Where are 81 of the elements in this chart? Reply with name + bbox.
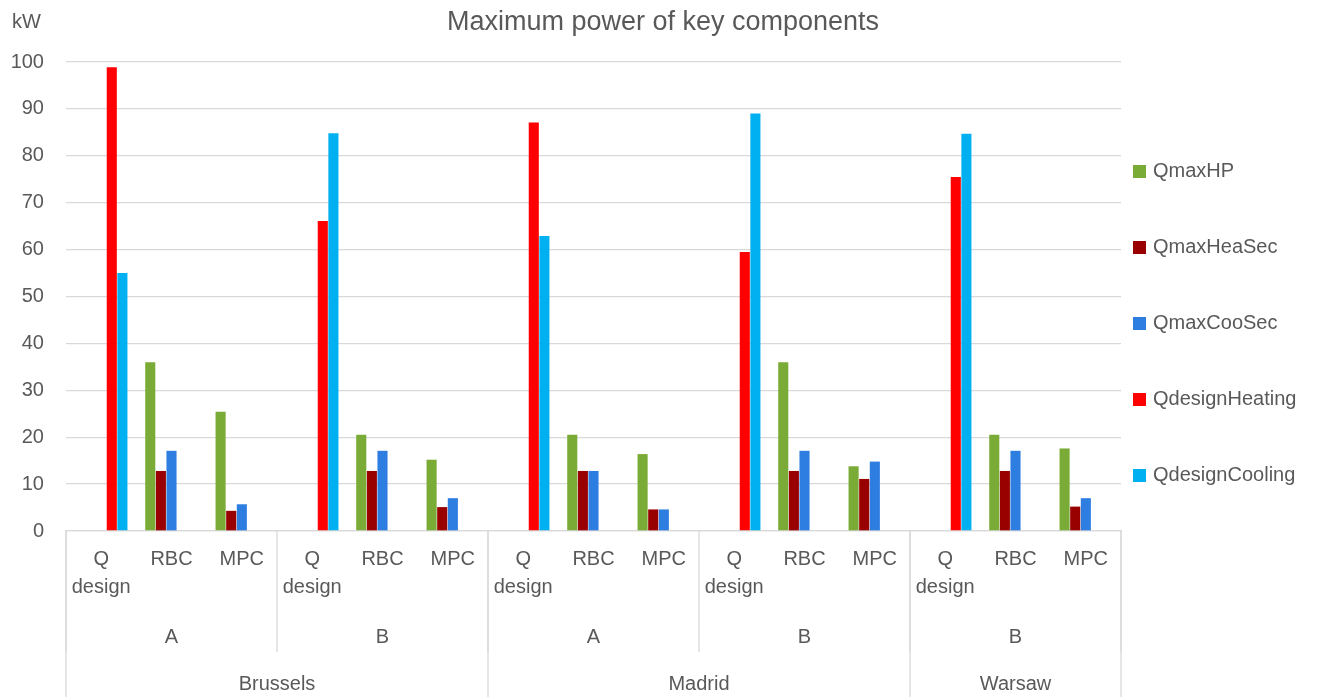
x-tick-label: MPC (852, 546, 898, 569)
bar (117, 273, 128, 531)
bar (328, 133, 339, 531)
bar (1010, 450, 1021, 531)
bar (999, 470, 1010, 531)
x-tick-label: Q design (704, 546, 764, 597)
x-tick-label: MPC (430, 546, 476, 569)
y-tick-label: 30 (21, 377, 44, 400)
x-tick-label: MPC (219, 546, 265, 569)
text: A (164, 624, 179, 647)
bar (528, 122, 539, 531)
bar (145, 362, 156, 531)
y-tick-label: 70 (21, 190, 44, 213)
bar (788, 470, 799, 531)
legend-label: QdesignHeating (1153, 387, 1297, 410)
bar (166, 450, 177, 531)
bar (447, 498, 458, 531)
bar (658, 509, 669, 531)
text: Madrid (668, 671, 730, 694)
x-tick-label: Q design (282, 546, 342, 597)
text: B (1008, 624, 1023, 647)
bar (648, 509, 659, 531)
bar (437, 507, 448, 531)
y-tick-label: 90 (21, 96, 44, 119)
text: A (586, 624, 601, 647)
bar (778, 362, 789, 531)
x-tick-label: Q design (71, 546, 131, 597)
bar (226, 510, 237, 531)
text: B (797, 624, 812, 647)
bar (637, 454, 648, 531)
bar (539, 236, 550, 531)
bar (356, 434, 367, 531)
bar (1070, 506, 1081, 531)
text: Warsaw (979, 671, 1052, 694)
bar (848, 466, 859, 531)
y-tick-label: 80 (21, 143, 44, 166)
y-tick-label: 40 (21, 330, 44, 353)
x-tick-label: MPC (1063, 546, 1109, 569)
bar (869, 461, 880, 531)
bar (317, 220, 328, 531)
y-axis-title: kW (12, 9, 41, 32)
text: Brussels (238, 671, 316, 694)
bar (577, 470, 588, 531)
bar (1080, 498, 1091, 531)
y-tick-label: 20 (21, 424, 44, 447)
legend-label: QdesignCooling (1153, 463, 1296, 486)
text: B (375, 624, 390, 647)
x-tick-label: RBC (150, 546, 193, 569)
legend-label: QmaxHeaSec (1153, 235, 1278, 258)
x-tick-label: Q design (915, 546, 975, 597)
legend-label: QmaxCooSec (1153, 311, 1278, 334)
legend-label: QmaxHP (1153, 159, 1235, 182)
bar (426, 459, 437, 531)
bar (1059, 448, 1070, 531)
bar (215, 411, 226, 531)
x-tick-label: RBC (994, 546, 1037, 569)
chart-title: Maximum power of key components (446, 6, 880, 37)
bar (155, 470, 166, 531)
x-tick-label: RBC (572, 546, 615, 569)
y-tick-label: 60 (21, 237, 44, 260)
x-tick-label: RBC (783, 546, 826, 569)
bar (567, 434, 578, 531)
y-tick-label: 100 (10, 49, 44, 72)
bar (799, 450, 810, 531)
bar (588, 470, 599, 531)
bar (366, 470, 377, 531)
bar (989, 434, 1000, 531)
bar (236, 504, 247, 531)
bar (859, 478, 870, 531)
y-tick-label: 50 (21, 284, 44, 307)
bar (377, 450, 388, 531)
y-tick-label: 10 (21, 471, 44, 494)
bar (961, 133, 972, 531)
x-tick-label: MPC (641, 546, 687, 569)
bar (950, 176, 961, 531)
x-tick-label: Q design (493, 546, 553, 597)
y-tick-label: 0 (32, 518, 44, 541)
x-tick-label: RBC (361, 546, 404, 569)
bar (739, 251, 750, 531)
bar (750, 113, 761, 531)
bar (106, 67, 117, 531)
